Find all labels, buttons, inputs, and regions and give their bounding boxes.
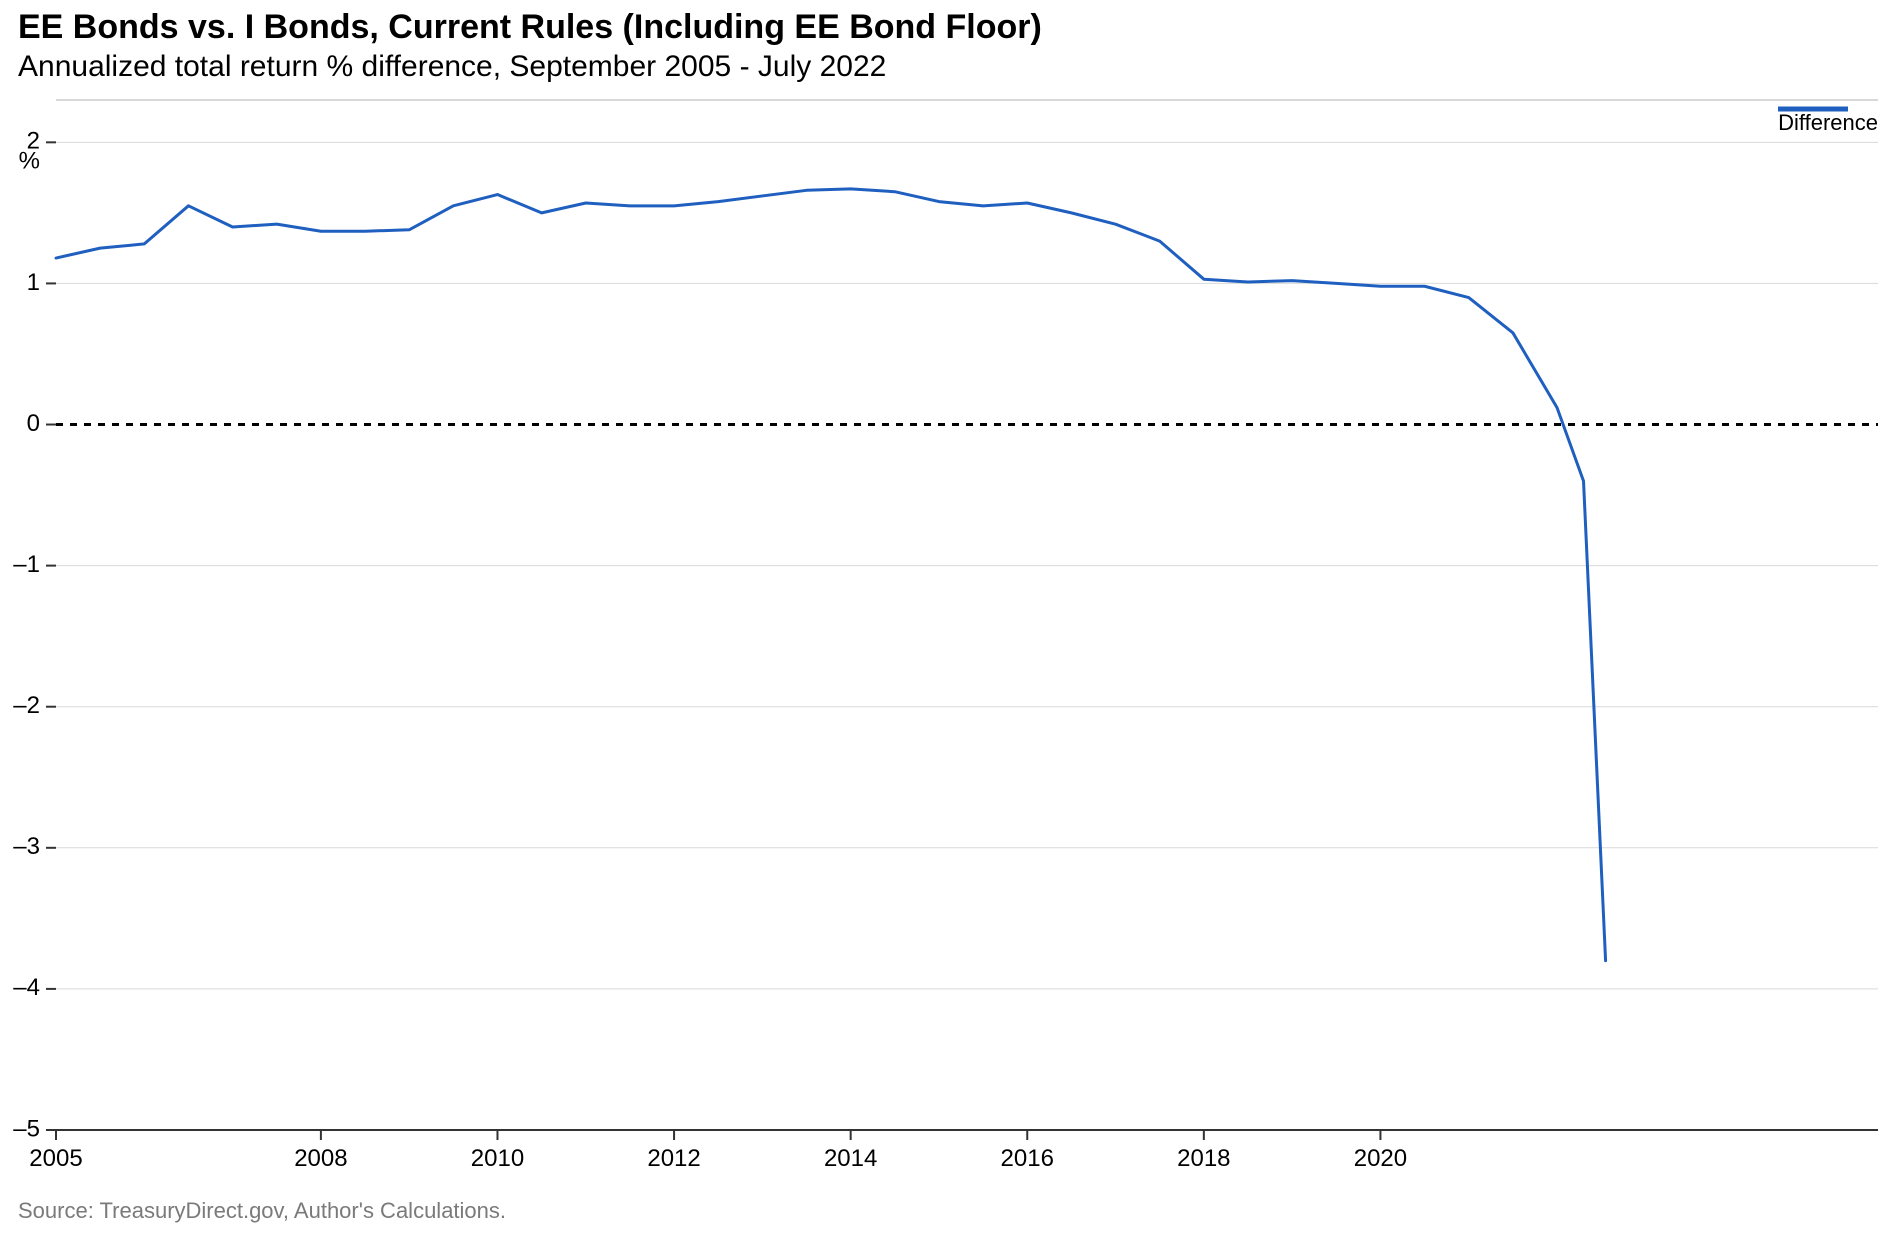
x-tick-label: 2016 (1001, 1145, 1054, 1172)
x-tick-label: 2010 (471, 1145, 524, 1172)
chart-source: Source: TreasuryDirect.gov, Author's Cal… (18, 1198, 506, 1224)
legend-line-swatch (1778, 106, 1848, 112)
y-tick-label: –1 (13, 551, 40, 578)
x-tick-label: 2020 (1354, 1145, 1407, 1172)
chart-container: EE Bonds vs. I Bonds, Current Rules (Inc… (0, 0, 1896, 1240)
chart-plot-svg: –5–4–3–2–1012%20052008201020122014201620… (0, 0, 1896, 1240)
y-tick-label: –4 (13, 974, 40, 1001)
x-tick-label: 2008 (294, 1145, 347, 1172)
x-tick-label: 2012 (647, 1145, 700, 1172)
x-tick-label: 2014 (824, 1145, 877, 1172)
series-line-difference (56, 189, 1606, 961)
legend-label: Difference (1778, 110, 1878, 136)
x-tick-label: 2005 (29, 1145, 82, 1172)
y-tick-label: 0 (27, 410, 40, 437)
y-tick-label: –2 (13, 692, 40, 719)
x-tick-label: 2018 (1177, 1145, 1230, 1172)
legend: Difference (1778, 106, 1878, 136)
y-unit-label: % (19, 147, 40, 174)
y-tick-label: 1 (27, 269, 40, 296)
y-tick-label: –5 (13, 1115, 40, 1142)
y-tick-label: –3 (13, 833, 40, 860)
